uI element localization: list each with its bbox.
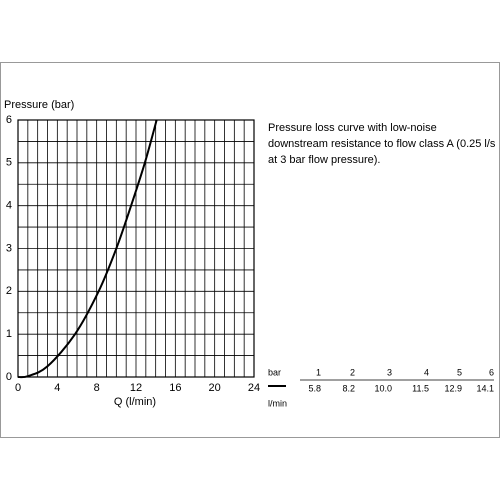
x-tick-label: 4 xyxy=(54,382,60,394)
x-tick-label: 24 xyxy=(248,382,260,394)
plot-border xyxy=(17,119,255,378)
x-axis-label: Q (l/min) xyxy=(114,396,156,408)
x-tick-label: 8 xyxy=(94,382,100,394)
annotation: downstream resistance to flow class A (0… xyxy=(268,138,496,150)
table-cell: 5 xyxy=(457,367,462,377)
x-tick-label: 0 xyxy=(15,382,21,394)
table-row-label: l/min xyxy=(268,398,287,408)
table-cell: 4 xyxy=(424,367,429,377)
y-tick-label: 3 xyxy=(6,242,12,254)
table-cell: 6 xyxy=(489,367,494,377)
curve xyxy=(17,119,158,379)
table-cell: 11.5 xyxy=(412,383,429,393)
y-tick-label: 6 xyxy=(6,114,12,126)
table-cell: 8.2 xyxy=(342,383,355,393)
y-tick-label: 4 xyxy=(6,200,12,212)
table-cell: 10.0 xyxy=(374,383,392,393)
y-tick-label: 5 xyxy=(6,157,12,169)
table-cell: 3 xyxy=(387,367,392,377)
table-cell: 5.8 xyxy=(308,383,321,393)
table-cell: 14.1 xyxy=(476,383,494,393)
table-row-label: bar xyxy=(268,367,281,377)
y-axis-label: Pressure (bar) xyxy=(4,99,74,111)
x-tick-label: 20 xyxy=(209,382,221,394)
annotation: Pressure loss curve with low-noise xyxy=(268,122,437,134)
x-tick-label: 16 xyxy=(169,382,181,394)
table-cell: 1 xyxy=(316,367,321,377)
annotation: at 3 bar flow pressure). xyxy=(268,154,381,166)
y-tick-label: 0 xyxy=(6,371,12,383)
x-tick-label: 12 xyxy=(130,382,142,394)
table-cell: 12.9 xyxy=(444,383,462,393)
y-tick-label: 2 xyxy=(6,285,12,297)
table-cell: 2 xyxy=(350,367,355,377)
y-tick-label: 1 xyxy=(6,328,12,340)
